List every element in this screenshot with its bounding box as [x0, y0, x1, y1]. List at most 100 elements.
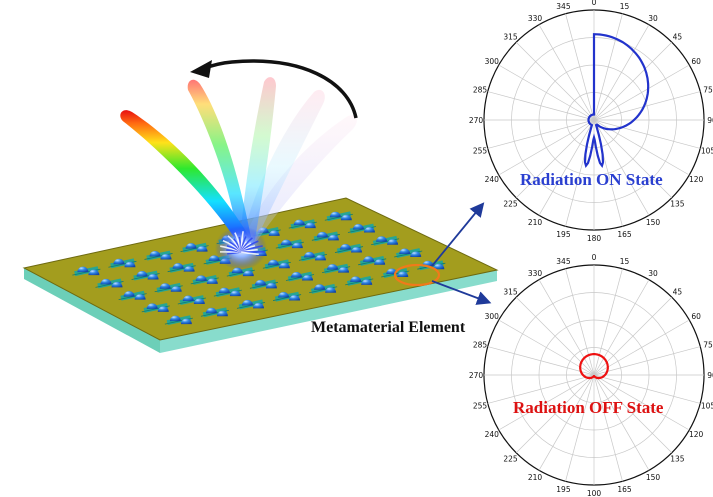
metamaterial-element	[144, 250, 173, 261]
angle-tick-label: 105	[701, 147, 713, 156]
state-label-off: Radiation OFF State	[513, 398, 664, 417]
angle-tick-label: 240	[485, 175, 500, 184]
angle-tick-label: 135	[670, 199, 685, 208]
beam-3	[240, 77, 276, 244]
angle-tick-label: 60	[691, 312, 701, 321]
angle-tick-label: 180	[587, 234, 602, 243]
polar-plot-off: 0 15 30 45 60 75 90 105 120 135 150 165 100 195 210 225…	[469, 253, 713, 497]
highlighted-element-ring	[393, 263, 441, 287]
metamaterial-element	[72, 266, 101, 277]
metasurface-board	[22, 197, 499, 353]
angle-tick-label: 330	[528, 269, 543, 278]
angle-tick-label: 150	[646, 218, 661, 227]
metamaterial-element-label: Metamaterial Element	[311, 319, 466, 336]
angle-tick-label: 15	[620, 2, 630, 11]
angle-tick-label: 300	[485, 57, 500, 66]
angle-tick-label: 15	[620, 257, 630, 266]
angle-tick-label: 165	[617, 485, 632, 494]
metamaterial-element	[154, 282, 183, 293]
angle-tick-label: 100	[587, 489, 602, 497]
angle-tick-label: 75	[703, 340, 713, 349]
metamaterial-element	[285, 271, 315, 282]
beam-steering-arrow-head	[190, 60, 212, 78]
metamaterial-element	[177, 295, 206, 306]
angle-tick-label: 165	[617, 230, 632, 239]
metamaterial-element-array	[72, 211, 446, 326]
metamaterial-element	[213, 287, 242, 298]
angle-tick-label: 225	[503, 454, 518, 463]
angle-tick-label: 255	[473, 147, 488, 156]
beam-source-rays	[219, 231, 266, 256]
metamaterial-element	[236, 299, 266, 310]
angle-tick-label: 75	[703, 85, 713, 94]
angle-tick-label: 300	[485, 312, 500, 321]
metamaterial-element	[200, 307, 230, 318]
angle-tick-label: 0	[592, 0, 597, 7]
metamaterial-element	[141, 302, 170, 313]
metamaterial-element	[275, 239, 304, 250]
metamaterial-element	[272, 291, 302, 302]
angle-tick-label: 315	[503, 33, 518, 42]
metamaterial-element	[190, 275, 219, 285]
angle-tick-label: 195	[556, 485, 571, 494]
angle-tick-label: 345	[556, 257, 571, 266]
angle-tick-label: 210	[528, 473, 543, 482]
polar-angle-labels-on: 0 15 30 45 60 75 90 105 120 135 150 165 180 195 210 225…	[469, 0, 713, 243]
angle-tick-label: 345	[556, 2, 571, 11]
board-front	[160, 270, 497, 353]
beam-2	[187, 79, 252, 242]
polar-plot-on: 0 15 30 45 60 75 90 105 120 135 150 165 180 195 210 225…	[469, 0, 713, 243]
metamaterial-element	[288, 219, 317, 230]
angle-tick-label: 0	[592, 253, 597, 262]
angle-tick-label: 330	[528, 14, 543, 23]
radiation-pattern-off	[579, 353, 609, 380]
board-side	[24, 268, 160, 353]
angle-tick-label: 105	[701, 402, 713, 411]
metamaterial-element	[345, 276, 374, 286]
angle-tick-label: 195	[556, 230, 571, 239]
metamaterial-element	[167, 262, 196, 273]
connector-arrow-on	[431, 202, 485, 267]
angle-tick-label: 135	[670, 454, 685, 463]
metamaterial-element	[358, 255, 387, 266]
angle-tick-label: 150	[646, 473, 661, 482]
angle-tick-label: 210	[528, 218, 543, 227]
angle-tick-label: 225	[503, 199, 518, 208]
metamaterial-element	[347, 223, 377, 234]
beam-4	[242, 89, 325, 244]
metamaterial-element	[417, 260, 446, 271]
metamaterial-element	[298, 251, 328, 262]
metamaterial-element	[95, 278, 124, 289]
polar-grid-on	[483, 9, 705, 231]
angle-tick-label: 30	[648, 269, 658, 278]
metamaterial-element	[262, 259, 291, 270]
beam-steering-arrow	[201, 59, 358, 119]
angle-tick-label: 315	[503, 288, 518, 297]
metamaterial-element	[309, 283, 338, 294]
metamaterial-element	[334, 243, 364, 254]
state-label-on: Radiation ON State	[520, 170, 663, 189]
metamaterial-element	[180, 242, 209, 253]
angle-tick-label: 30	[648, 14, 658, 23]
angle-tick-label: 255	[473, 402, 488, 411]
angle-tick-label: 240	[485, 430, 500, 439]
metamaterial-element	[118, 290, 147, 301]
metamaterial-element	[108, 258, 137, 269]
connector-arrow-off	[431, 280, 492, 305]
polar-angle-labels-off: 0 15 30 45 60 75 90 105 120 135 150 165 100 195 210 225…	[469, 253, 713, 497]
angle-tick-label: 45	[673, 33, 683, 42]
angle-tick-label: 90	[707, 116, 713, 125]
beam-1	[120, 110, 250, 240]
metamaterial-element	[131, 270, 160, 281]
metamaterial-element	[164, 315, 193, 326]
metamaterial-element	[321, 263, 351, 274]
angle-tick-label: 45	[673, 288, 683, 297]
metamaterial-element	[311, 231, 340, 242]
angle-tick-label: 120	[689, 430, 704, 439]
angle-tick-label: 270	[469, 371, 484, 380]
metamaterial-element	[324, 211, 353, 222]
angle-tick-label: 270	[469, 116, 484, 125]
angle-tick-label: 285	[473, 340, 488, 349]
radiation-pattern-on	[583, 33, 650, 168]
